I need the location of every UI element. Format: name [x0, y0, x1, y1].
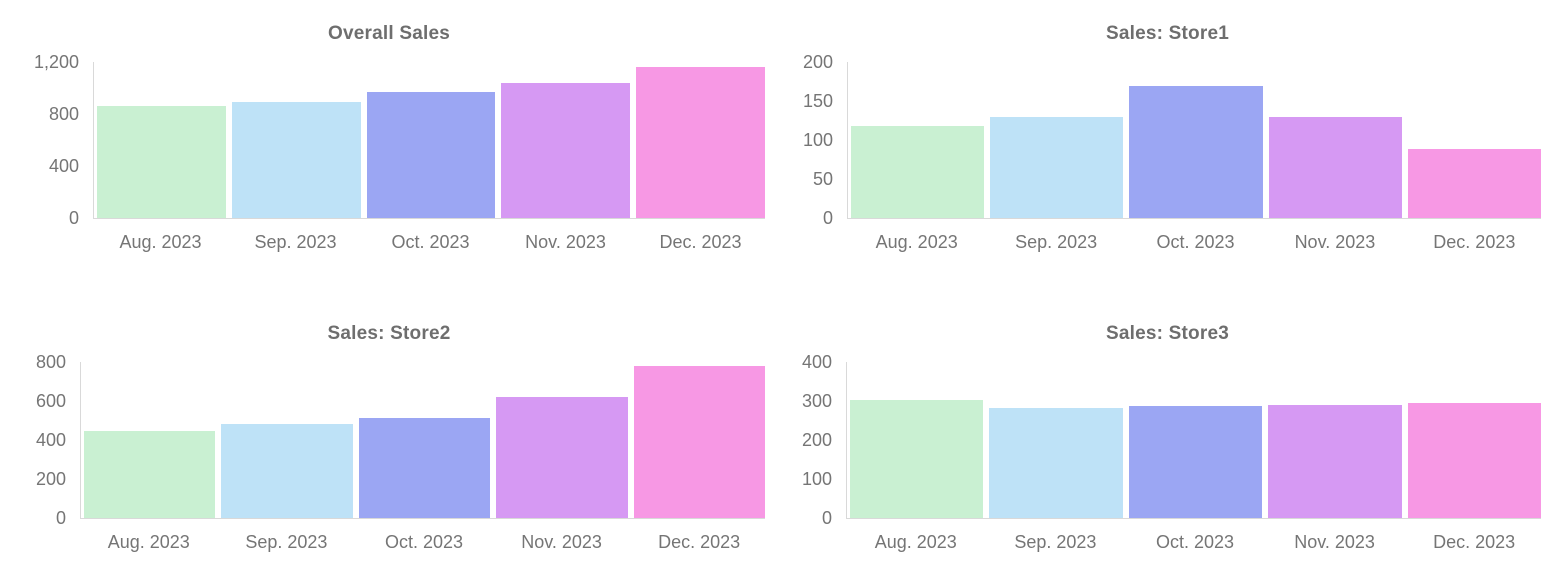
- x-axis-label: Oct. 2023: [1156, 232, 1235, 252]
- y-tick-label: 150: [802, 91, 833, 111]
- bar-aug-2023: [851, 126, 985, 218]
- x-axis-labels: Aug. 2023 Sep. 2023 Oct. 2023 Nov. 2023 Dec.…: [80, 532, 765, 553]
- y-axis: 0 400 800 1,200: [0, 52, 93, 228]
- y-axis: 0 100 200 300 400: [778, 352, 846, 528]
- bar-oct-2023: [1128, 405, 1263, 518]
- plot-wrap: Aug. 2023 Sep. 2023 Oct. 2023 Nov. 2023 Dec.…: [846, 362, 1542, 553]
- y-tick-label: 100: [802, 130, 833, 150]
- plot-area: [80, 362, 766, 519]
- bar-aug-2023: [97, 105, 226, 218]
- y-tick-label: 0: [68, 208, 79, 228]
- plot-wrap: Aug. 2023 Sep. 2023 Oct. 2023 Nov. 2023 Dec.…: [80, 362, 766, 553]
- plot-area: [847, 62, 1542, 219]
- y-tick-label: 50: [812, 169, 833, 189]
- x-axis-label: Dec. 2023: [1433, 532, 1516, 552]
- y-axis: 0 200 400 600 800: [0, 352, 80, 528]
- bar-nov-2023: [1268, 404, 1402, 518]
- x-axis-label: Aug. 2023: [874, 532, 957, 552]
- y-tick-label: 0: [821, 508, 832, 528]
- x-axis-label: Aug. 2023: [119, 232, 202, 252]
- x-axis-label: Oct. 2023: [391, 232, 470, 252]
- x-axis-label: Dec. 2023: [659, 232, 742, 252]
- y-tick-label: 200: [35, 469, 66, 489]
- chart-overall-sales: Overall Sales 0 400 800 1,200 Aug. 2023 Sep.…: [0, 0, 778, 292]
- bar-oct-2023: [358, 417, 491, 518]
- y-tick-label: 200: [801, 430, 832, 450]
- chart-sales-store2: Sales: Store2 0 200 400 600 800 Aug. 2023 Sep…: [0, 292, 778, 584]
- chart-title: Sales: Store1: [1106, 23, 1229, 44]
- y-tick-label: 300: [801, 391, 832, 411]
- bar-oct-2023: [366, 91, 496, 218]
- chart-title: Overall Sales: [328, 23, 450, 44]
- plot-wrap: Aug. 2023 Sep. 2023 Oct. 2023 Nov. 2023 Dec.…: [93, 62, 765, 253]
- bar-aug-2023: [850, 400, 984, 518]
- bar-oct-2023: [1129, 86, 1263, 218]
- chart-sales-store3: Sales: Store3 0 100 200 300 400 Aug. 2023 Sep…: [778, 292, 1557, 584]
- x-axis-label: Sep. 2023: [1015, 232, 1098, 252]
- chart-title: Sales: Store2: [327, 323, 451, 344]
- y-axis: 0 50 100 150 200: [778, 52, 847, 228]
- bar-sep-2023: [221, 424, 353, 518]
- plot-area: [846, 362, 1542, 519]
- bar-aug-2023: [84, 431, 216, 518]
- x-axis-label: Dec. 2023: [658, 532, 741, 552]
- bar-dec-2023: [636, 66, 765, 218]
- y-tick-label: 400: [801, 352, 832, 372]
- bar-sep-2023: [990, 117, 1124, 218]
- x-axis-label: Aug. 2023: [875, 232, 958, 252]
- chart-body: 0 200 400 600 800 Aug. 2023 Sep. 2023 Oct. 202…: [0, 352, 778, 553]
- x-axis-label: Nov. 2023: [521, 532, 602, 552]
- x-axis-label: Nov. 2023: [525, 232, 606, 252]
- bar-series: [97, 62, 765, 218]
- x-axis-label: Sep. 2023: [1014, 532, 1097, 552]
- x-axis-label: Nov. 2023: [1294, 232, 1376, 252]
- y-tick-label: 0: [822, 208, 833, 228]
- bar-nov-2023: [496, 397, 628, 518]
- x-axis-label: Nov. 2023: [1294, 532, 1375, 552]
- y-tick-label: 100: [801, 469, 832, 489]
- bar-series: [851, 62, 1542, 218]
- y-tick-label: 600: [35, 391, 66, 411]
- chart-body: 0 100 200 300 400 Aug. 2023 Sep. 2023 Oct. 202…: [778, 352, 1557, 553]
- plot-area: [93, 62, 765, 219]
- y-tick-label: 800: [35, 352, 66, 372]
- bar-dec-2023: [633, 365, 766, 518]
- x-axis-label: Sep. 2023: [245, 532, 328, 552]
- chart-sales-store1: Sales: Store1 0 50 100 150 200 Aug. 2023 Sep.…: [778, 0, 1557, 292]
- x-axis-label: Aug. 2023: [107, 532, 190, 552]
- y-tick-label: 800: [48, 104, 79, 124]
- bar-sep-2023: [231, 102, 361, 218]
- x-axis-labels: Aug. 2023 Sep. 2023 Oct. 2023 Nov. 2023 Dec.…: [93, 232, 765, 253]
- bar-dec-2023: [1407, 402, 1542, 518]
- bar-series: [84, 362, 766, 518]
- y-tick-label: 0: [55, 508, 66, 528]
- x-axis-label: Oct. 2023: [1155, 532, 1234, 552]
- bar-nov-2023: [501, 82, 631, 218]
- chart-body: 0 400 800 1,200 Aug. 2023 Sep. 2023 Oct. 2023…: [0, 52, 778, 253]
- y-tick-label: 400: [48, 156, 79, 176]
- x-axis-labels: Aug. 2023 Sep. 2023 Oct. 2023 Nov. 2023 Dec.…: [847, 232, 1541, 253]
- y-tick-label: 400: [35, 430, 66, 450]
- bar-series: [850, 362, 1542, 518]
- bar-dec-2023: [1407, 148, 1542, 218]
- x-axis-label: Dec. 2023: [1433, 232, 1516, 252]
- y-tick-label: 1,200: [33, 52, 79, 72]
- chart-title: Sales: Store3: [1106, 323, 1229, 344]
- x-axis-label: Sep. 2023: [254, 232, 337, 252]
- y-tick-label: 200: [802, 52, 833, 72]
- chart-body: 0 50 100 150 200 Aug. 2023 Sep. 2023 Oct. 2023…: [778, 52, 1557, 253]
- bar-sep-2023: [989, 408, 1123, 518]
- x-axis-labels: Aug. 2023 Sep. 2023 Oct. 2023 Nov. 2023 Dec.…: [846, 532, 1541, 553]
- bar-nov-2023: [1268, 117, 1402, 218]
- x-axis-label: Oct. 2023: [384, 532, 463, 552]
- plot-wrap: Aug. 2023 Sep. 2023 Oct. 2023 Nov. 2023 Dec.…: [847, 62, 1542, 253]
